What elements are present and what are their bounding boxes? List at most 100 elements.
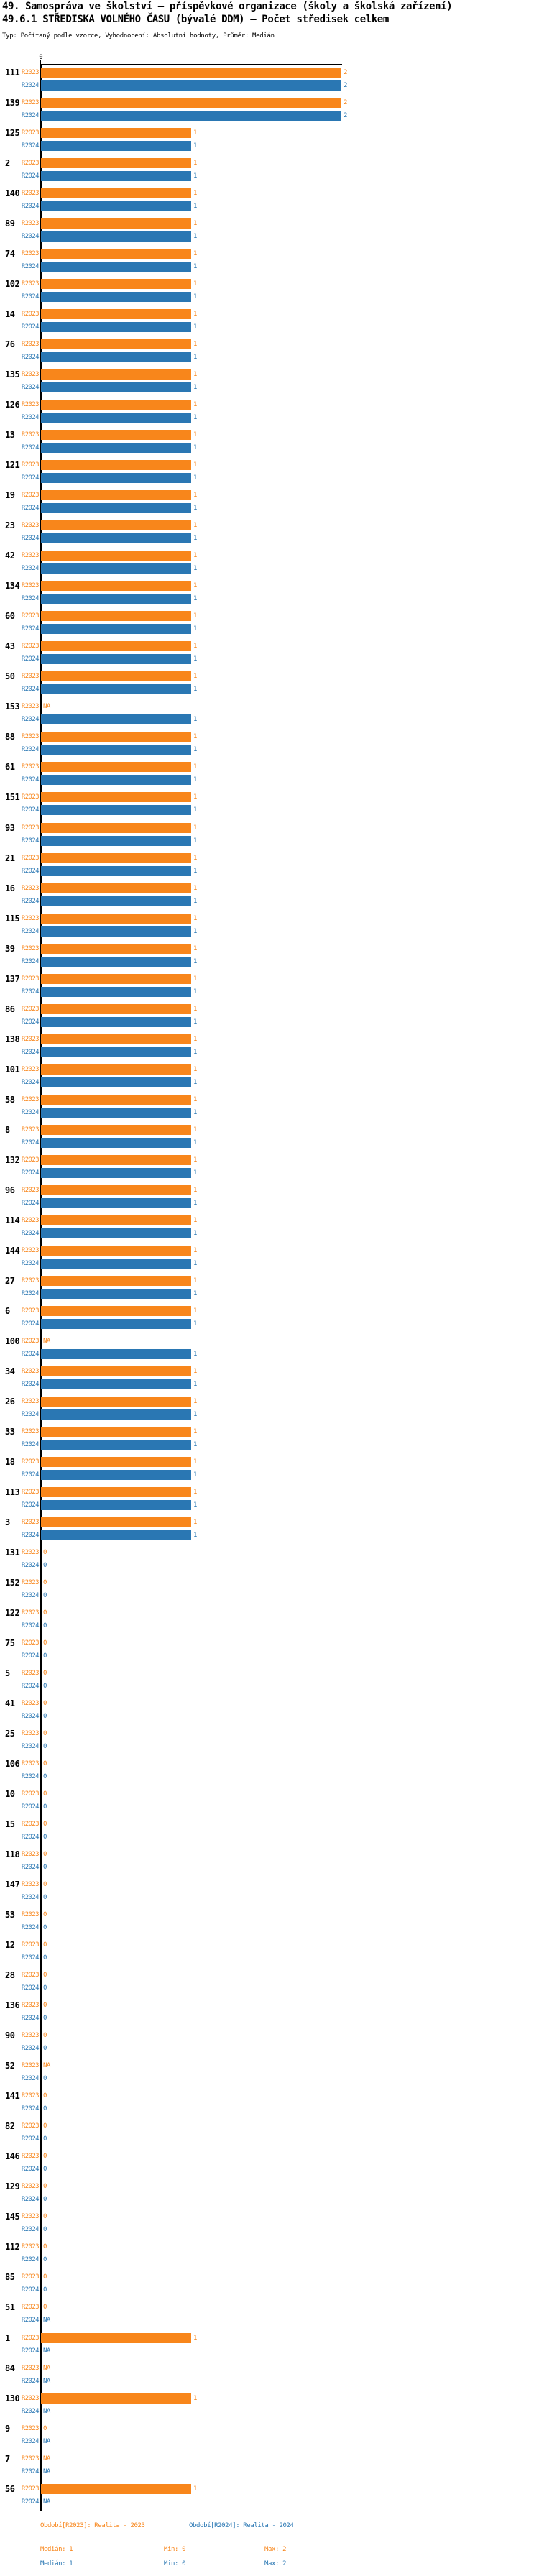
series-label-r2023: R2023 (21, 1670, 40, 1677)
series-label-r2023: R2023 (21, 1458, 40, 1466)
value-label-r2023: 1 (193, 129, 197, 137)
bar-r2024 (41, 594, 191, 604)
value-label-r2024: NA (43, 2438, 50, 2445)
bar-r2023 (41, 551, 191, 561)
series-label-r2024: R2024 (21, 535, 40, 542)
series-label-r2024: R2024 (21, 1834, 40, 1841)
row-id-label: 115 (5, 914, 20, 924)
value-label-r2023: 1 (193, 612, 197, 620)
bar-r2024 (41, 624, 191, 634)
series-label-r2024: R2024 (21, 1743, 40, 1750)
series-label-r2023: R2023 (21, 1911, 40, 1918)
value-label-r2024: 0 (43, 2196, 47, 2203)
bar-r2023 (41, 1155, 191, 1165)
value-label-r2024: 1 (193, 1079, 197, 1086)
value-label-r2024: 2 (344, 82, 347, 89)
row-id-label: 118 (5, 1849, 20, 1859)
series-label-r2024: R2024 (21, 474, 40, 482)
bar-r2024 (41, 957, 191, 967)
value-label-r2023: 0 (43, 1549, 47, 1556)
value-label-r2024: 1 (193, 444, 197, 451)
row-id-label: 106 (5, 1759, 20, 1769)
series-label-r2023: R2023 (21, 2032, 40, 2039)
value-label-r2024: 1 (193, 686, 197, 693)
series-label-r2023: R2023 (21, 1549, 40, 1556)
value-label-r2023: NA (43, 1338, 50, 1345)
value-label-r2024: 1 (193, 1532, 197, 1539)
row-id-label: 144 (5, 1246, 20, 1256)
row-id-label: 16 (5, 883, 15, 893)
bar-r2024 (41, 1138, 191, 1148)
row-id-label: 147 (5, 1880, 20, 1890)
value-label-r2023: 0 (43, 1821, 47, 1828)
value-label-r2024: 1 (193, 233, 197, 240)
value-label-r2023: 2 (344, 69, 347, 76)
series-label-r2023: R2023 (21, 1156, 40, 1164)
row-id-label: 23 (5, 520, 15, 530)
series-label-r2024: R2024 (21, 1109, 40, 1116)
series-label-r2023: R2023 (21, 431, 40, 438)
value-label-r2024: 1 (193, 203, 197, 210)
value-label-r2024: 1 (193, 837, 197, 845)
value-label-r2023: NA (43, 2455, 50, 2462)
series-label-r2024: R2024 (21, 2196, 40, 2203)
series-label-r2024: R2024 (21, 898, 40, 905)
value-label-r2023: 1 (193, 915, 197, 922)
value-label-r2024: 0 (43, 2045, 47, 2052)
series-label-r2024: R2024 (21, 1049, 40, 1056)
value-label-r2024: NA (43, 2378, 50, 2385)
value-label-r2023: 1 (193, 582, 197, 589)
series-label-r2023: R2023 (21, 341, 40, 348)
value-label-r2024: NA (43, 2347, 50, 2355)
value-label-r2023: 0 (43, 2092, 47, 2099)
series-label-r2023: R2023 (21, 1217, 40, 1224)
row-id-label: 41 (5, 1698, 15, 1708)
value-label-r2023: 1 (193, 431, 197, 438)
bar-r2024 (41, 171, 191, 181)
row-id-label: 14 (5, 309, 15, 319)
bar-r2024 (41, 533, 191, 543)
value-label-r2023: 1 (193, 1217, 197, 1224)
bar-r2024 (41, 926, 191, 937)
value-label-r2024: 1 (193, 323, 197, 331)
bar-r2023 (41, 1366, 191, 1376)
series-label-r2024: R2024 (21, 1984, 40, 1992)
series-label-r2024: R2024 (21, 323, 40, 331)
value-label-r2024: 0 (43, 2166, 47, 2173)
row-id-label: 151 (5, 792, 20, 802)
series-label-r2023: R2023 (21, 1247, 40, 1254)
value-label-r2024: NA (43, 2317, 50, 2324)
bar-r2024 (41, 80, 341, 91)
series-label-r2024: R2024 (21, 1411, 40, 1418)
series-label-r2023: R2023 (21, 1307, 40, 1315)
series-label-r2024: R2024 (21, 1803, 40, 1811)
value-label-r2024: 0 (43, 2256, 47, 2263)
value-label-r2023: 1 (193, 492, 197, 499)
series-label-r2024: R2024 (21, 806, 40, 814)
value-label-r2024: 1 (193, 595, 197, 602)
series-label-r2024: R2024 (21, 625, 40, 632)
series-label-r2024: R2024 (21, 172, 40, 180)
bar-r2023 (41, 2393, 191, 2404)
value-label-r2023: 1 (193, 250, 197, 257)
value-label-r2023: 1 (193, 855, 197, 862)
bar-r2023 (41, 158, 191, 168)
series-label-r2023: R2023 (21, 643, 40, 650)
value-label-r2023: 1 (193, 763, 197, 770)
bar-r2024 (41, 564, 191, 574)
value-label-r2023: 1 (193, 1458, 197, 1466)
bar-r2024 (41, 322, 191, 332)
value-label-r2023: 1 (193, 643, 197, 650)
series-label-r2023: R2023 (21, 280, 40, 288)
bar-r2023 (41, 974, 191, 984)
value-label-r2024: NA (43, 2468, 50, 2475)
row-id-label: 28 (5, 1970, 15, 1980)
legend-min-2023: Min: 0 (164, 2546, 186, 2553)
value-label-r2023: 1 (193, 733, 197, 740)
series-label-r2023: R2023 (21, 552, 40, 559)
series-label-r2024: R2024 (21, 1169, 40, 1177)
series-label-r2023: R2023 (21, 855, 40, 862)
bar-r2023 (41, 309, 191, 319)
value-label-r2024: 1 (193, 1320, 197, 1328)
